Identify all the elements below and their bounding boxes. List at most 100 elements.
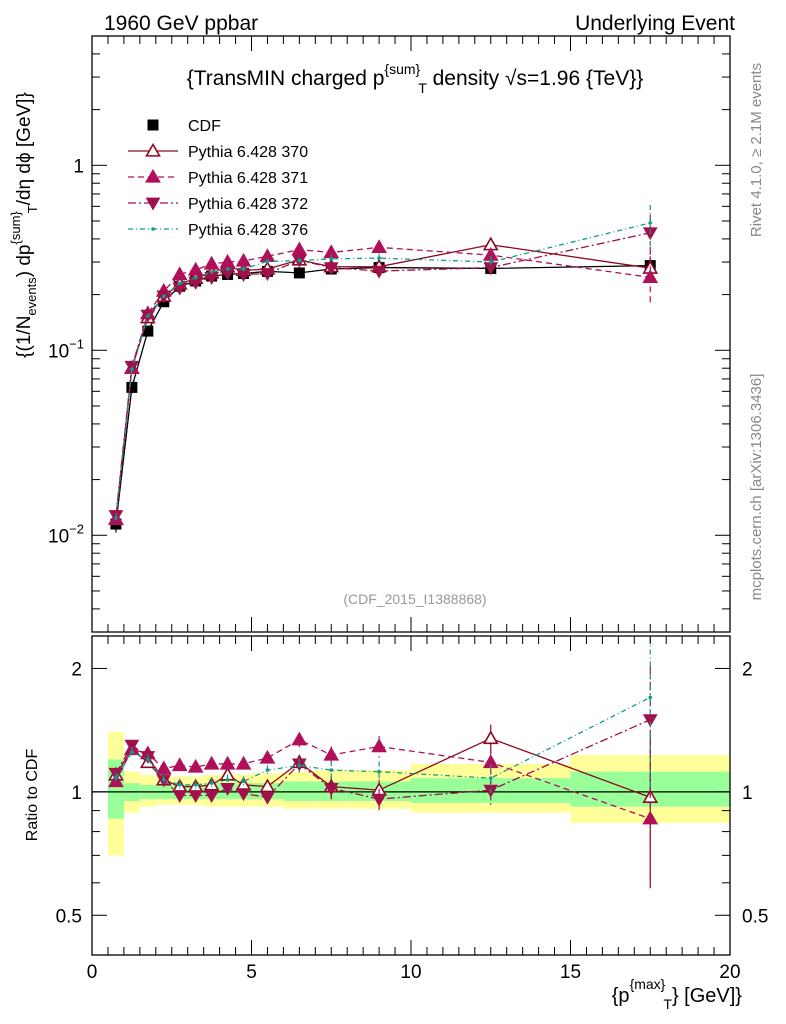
ratio-y-axis-label: Ratio to CDF <box>24 749 41 842</box>
main-title: {TransMIN charged p{sum} T density √s=1.9… <box>187 61 643 96</box>
main-point-p376 <box>265 259 270 264</box>
main-point-p376 <box>241 267 246 271</box>
ratio-series-p376 <box>114 637 653 794</box>
ratio-point-p372 <box>371 793 387 807</box>
ratio-point-p371 <box>323 746 340 761</box>
x-tick-label: 5 <box>246 962 257 983</box>
ratio-point-p376 <box>329 768 334 772</box>
ratio-point-p376 <box>241 779 246 784</box>
ratio-band-inner <box>283 781 316 801</box>
legend-label-p372: Pythia 6.428 372 <box>188 196 308 213</box>
main-y-axis-label: {(1/Nevents) dp{sum}T/dη dϕ [GeV]} <box>8 92 40 358</box>
x-tick-label: 0 <box>87 962 98 983</box>
ratio-point-p376 <box>193 783 198 787</box>
legend: CDF Pythia 6.428 370 Pythia 6.428 371 Pythi… <box>128 118 308 239</box>
legend-label-p371: Pythia 6.428 371 <box>188 170 308 187</box>
main-point-p376 <box>209 270 214 274</box>
ratio-point-p372 <box>204 790 219 803</box>
ratio-line-p371 <box>115 739 651 820</box>
main-y-tick-label: 10−1 <box>48 336 84 362</box>
main-point-p371 <box>235 252 252 267</box>
ratio-point-p376 <box>297 763 302 768</box>
main-point-p376 <box>177 281 182 286</box>
ratio-point-p372 <box>260 791 275 805</box>
ratio-point-p371 <box>371 738 387 753</box>
main-point-p376 <box>193 275 198 280</box>
main-point-p372 <box>371 265 387 279</box>
main-point-p371 <box>291 241 308 256</box>
ratio-data-layer <box>92 637 730 889</box>
main-panel: 10−2 10−1 1 <box>48 35 731 633</box>
main-point-p371 <box>187 261 204 276</box>
main-data-layer <box>108 205 659 533</box>
main-series-p376 <box>114 205 653 521</box>
ratio-point-p376 <box>209 781 214 785</box>
header-energy-label: 1960 GeV ppbar <box>104 12 258 35</box>
legend-label-p376: Pythia 6.428 376 <box>188 222 308 239</box>
legend-label-cdf: CDF <box>188 118 221 135</box>
ratio-point-p372 <box>642 714 658 728</box>
main-line-p372 <box>115 232 651 516</box>
main-point-p376 <box>297 258 302 263</box>
ratio-y-tick-label-left: 0.5 <box>56 906 82 927</box>
main-y-tick-label: 10−2 <box>48 521 84 547</box>
ratio-point-p372 <box>188 790 204 803</box>
main-point-cdf <box>126 381 138 393</box>
main-point-p372 <box>323 262 339 276</box>
ratio-point-p376 <box>265 768 270 772</box>
ratio-y-tick-label-right: 1 <box>742 783 753 804</box>
main-point-p376 <box>225 267 230 271</box>
ratio-point-p372 <box>124 739 140 753</box>
main-point-p376 <box>146 314 150 318</box>
main-point-p376 <box>114 516 118 520</box>
ratio-y-tick-label-left: 1 <box>71 783 82 804</box>
main-point-p371 <box>642 269 659 283</box>
ratio-point-p372 <box>323 782 339 796</box>
ratio-point-p376 <box>225 778 230 782</box>
ratio-point-p376 <box>146 757 150 762</box>
main-point-p371 <box>219 253 236 268</box>
ratio-line-p376 <box>115 696 651 786</box>
ratio-point-p376 <box>130 750 134 754</box>
ratio-point-p376 <box>377 769 381 774</box>
main-point-p376 <box>161 294 166 299</box>
main-point-p372 <box>260 268 275 282</box>
rivet-label: Rivet 4.1.0, ≥ 2.1M events <box>748 63 765 237</box>
analysis-id-label: (CDF_2015_I1388868) <box>343 591 486 607</box>
main-point-p376 <box>488 260 493 264</box>
legend-marker-p376 <box>151 227 155 231</box>
ratio-y-tick-label-right: 0.5 <box>742 906 768 927</box>
ratio-point-p371 <box>219 755 236 770</box>
x-axis-label: {p{max} T} [GeV]} <box>612 976 743 1012</box>
main-point-p376 <box>648 221 653 225</box>
header-process-label: Underlying Event <box>575 12 735 35</box>
main-point-cdf <box>142 325 154 337</box>
legend-marker-p371 <box>145 168 161 183</box>
main-point-p376 <box>130 367 134 372</box>
ratio-point-p376 <box>177 783 182 787</box>
ratio-point-p376 <box>648 695 653 700</box>
legend-marker-p372 <box>145 197 161 211</box>
main-series-p372 <box>108 214 658 523</box>
ratio-y-tick-label-right: 2 <box>742 659 753 680</box>
ratio-point-p371 <box>642 810 659 825</box>
main-point-p371 <box>171 266 188 281</box>
main-point-p371 <box>371 239 387 254</box>
ratio-y-tick-label-left: 2 <box>71 659 82 680</box>
ratio-point-p371 <box>155 760 172 775</box>
ratio-point-p371 <box>259 749 276 764</box>
ratio-panel: 0.5 0.51 12 20 5 10 15 20 <box>56 635 768 983</box>
main-y-tick-label: 1 <box>73 156 84 177</box>
legend-label-p370: Pythia 6.428 370 <box>188 144 308 161</box>
legend-marker-cdf <box>147 119 159 131</box>
main-point-cdf <box>293 267 305 279</box>
ratio-point-p371 <box>187 758 204 773</box>
mcplots-label: mcplots.cern.ch [arXiv:1306.3436] <box>748 374 765 601</box>
ratio-point-p371 <box>171 757 188 772</box>
main-point-p371 <box>203 255 220 270</box>
main-point-p376 <box>377 256 381 260</box>
ratio-point-p371 <box>203 755 220 770</box>
ratio-point-p370 <box>259 778 276 793</box>
x-tick-label: 15 <box>560 962 581 983</box>
